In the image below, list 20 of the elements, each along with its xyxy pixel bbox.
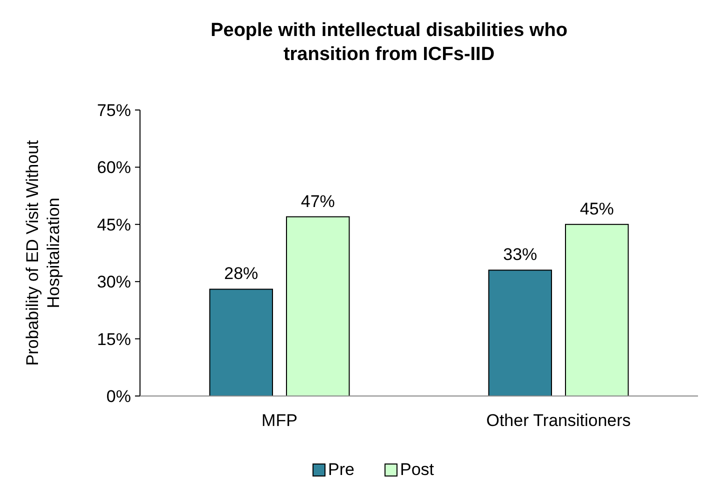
y-tick-label: 60%: [96, 158, 131, 178]
y-tick-label: 75%: [96, 100, 131, 120]
data-label: 47%: [300, 192, 335, 211]
y-tick-label: 15%: [96, 330, 131, 349]
data-label: 28%: [224, 264, 258, 284]
chart-title: People with intellectual disabilities who transition from ICFs-IID: [210, 20, 568, 65]
data-label: 33%: [503, 245, 538, 264]
y-tick-label: 45%: [96, 215, 131, 234]
x-tick-label: MFP: [262, 411, 298, 430]
data-label: 45%: [580, 199, 614, 218]
legend-label: Pre: [328, 460, 354, 478]
legend-label: Post: [400, 460, 434, 478]
x-tick-label: Other Transitioners: [486, 411, 631, 430]
bar: [488, 270, 552, 396]
y-tick-label: 30%: [96, 272, 131, 292]
bar: [565, 224, 629, 396]
y-tick-label: 0%: [106, 386, 131, 406]
y-axis-title: Probability of ED Visit Without Hospitalization: [23, 140, 63, 366]
bar: [286, 216, 350, 396]
bar: [209, 288, 273, 396]
